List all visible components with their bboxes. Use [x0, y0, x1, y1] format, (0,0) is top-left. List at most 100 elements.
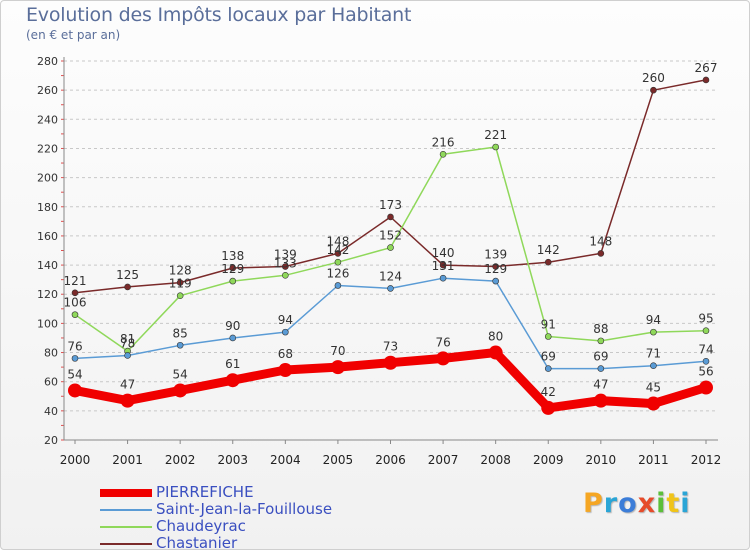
legend-label: PIERREFICHE — [156, 483, 254, 501]
data-label: 119 — [169, 277, 192, 291]
data-label: 70 — [330, 344, 345, 358]
data-label: 148 — [326, 234, 349, 248]
data-point — [439, 274, 447, 282]
x-tick-label: 2008 — [480, 453, 511, 467]
data-label: 94 — [278, 313, 293, 327]
x-tick-label: 2002 — [165, 453, 196, 467]
data-label: 129 — [221, 262, 244, 276]
data-label: 76 — [67, 339, 82, 353]
data-point — [387, 213, 394, 221]
data-label: 267 — [695, 61, 718, 75]
legend-item: PIERREFICHE — [100, 484, 332, 501]
data-label: 47 — [120, 378, 135, 392]
data-label: 61 — [225, 357, 240, 371]
data-point — [387, 285, 394, 292]
data-point — [334, 250, 342, 257]
data-label: 88 — [593, 322, 608, 336]
legend-item: Chastanier — [100, 535, 332, 552]
legend-swatch — [100, 543, 152, 545]
data-label: 139 — [484, 248, 507, 262]
data-label: 129 — [484, 262, 507, 276]
y-tick-label: 60 — [44, 376, 58, 389]
y-tick-label: 80 — [44, 347, 58, 360]
logo-letter: t — [666, 488, 681, 519]
data-label: 45 — [646, 381, 661, 395]
data-point — [71, 289, 79, 297]
data-label: 54 — [173, 367, 188, 381]
y-tick-label: 120 — [37, 288, 58, 301]
legend-label: Saint-Jean-la-Fouillouse — [156, 500, 333, 518]
data-point — [229, 277, 237, 285]
data-point — [282, 263, 289, 270]
data-label: 125 — [116, 268, 139, 282]
y-tick-label: 240 — [37, 113, 58, 126]
data-label: 73 — [383, 340, 398, 354]
data-label: 95 — [698, 312, 713, 326]
data-point — [702, 76, 710, 84]
data-point — [229, 264, 237, 272]
legend-item: Saint-Jean-la-Fouillouse — [100, 501, 332, 518]
data-label: 81 — [120, 332, 135, 346]
chart-subtitle: (en € et par an) — [26, 28, 121, 42]
data-label: 69 — [541, 350, 556, 364]
data-point — [176, 292, 184, 299]
data-label: 152 — [379, 229, 402, 243]
y-tick-label: 220 — [37, 142, 58, 155]
y-tick-label: 40 — [44, 405, 58, 418]
x-tick-label: 2001 — [112, 453, 143, 467]
data-label: 131 — [432, 259, 455, 273]
x-tick-label: 2005 — [323, 453, 354, 467]
data-point — [330, 360, 345, 375]
legend-swatch — [100, 526, 152, 528]
legend-label: Chaudeyrac — [156, 517, 246, 535]
data-label: 148 — [589, 234, 612, 248]
x-tick-label: 2007 — [428, 453, 459, 467]
data-label: 133 — [274, 256, 297, 270]
legend: PIERREFICHE Saint-Jean-la-Fouillouse Chaud… — [100, 484, 332, 552]
data-point — [176, 341, 184, 349]
data-label: 54 — [67, 367, 82, 381]
data-label: 138 — [221, 249, 244, 263]
data-label: 47 — [593, 378, 608, 392]
y-tick-label: 200 — [37, 172, 58, 185]
data-label: 90 — [225, 319, 240, 333]
logo-letter: P — [583, 488, 604, 519]
data-label: 80 — [488, 330, 503, 344]
data-label: 142 — [537, 243, 560, 257]
data-label: 69 — [593, 350, 608, 364]
data-label: 173 — [379, 198, 402, 212]
data-point — [544, 365, 552, 372]
data-label: 126 — [326, 266, 349, 280]
data-point — [120, 393, 135, 408]
y-tick-label: 160 — [37, 230, 58, 243]
data-point — [124, 352, 131, 359]
data-label: 42 — [541, 385, 556, 399]
data-point — [68, 383, 82, 398]
data-label: 74 — [698, 342, 713, 356]
data-point — [436, 351, 451, 366]
legend-item: Chaudeyrac — [100, 518, 332, 535]
data-point — [225, 373, 240, 388]
data-point — [282, 271, 289, 279]
data-point — [492, 143, 499, 151]
x-tick-label: 2009 — [533, 453, 564, 467]
data-label: 68 — [278, 347, 293, 361]
legend-label: Chastanier — [156, 534, 238, 552]
y-tick-label: 100 — [37, 317, 58, 330]
data-point — [593, 393, 608, 408]
legend-swatch — [100, 489, 152, 497]
logo-letter: x — [637, 488, 657, 519]
data-label: 142 — [326, 243, 349, 257]
data-point — [278, 363, 293, 378]
x-tick-label: 2010 — [586, 453, 617, 467]
data-point — [541, 400, 556, 415]
x-tick-label: 2000 — [60, 453, 91, 467]
x-tick-label: 2011 — [638, 453, 669, 467]
data-point — [544, 333, 552, 340]
data-point — [492, 263, 499, 270]
data-point — [492, 277, 499, 285]
chart-title: Evolution des Impôts locaux par Habitant — [26, 4, 412, 26]
data-point — [650, 328, 657, 336]
data-point — [488, 345, 503, 360]
data-label: 76 — [435, 335, 450, 349]
